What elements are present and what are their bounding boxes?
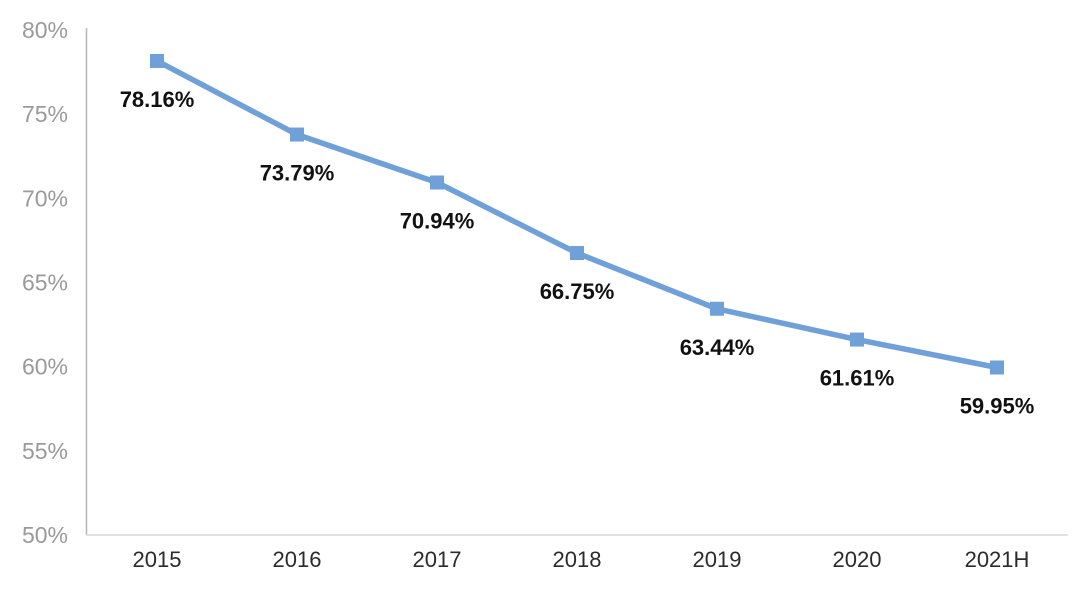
data-labels: 78.16% 73.79% 70.94% 66.75% 63.44% 61.61% 59.9… — [120, 87, 1035, 419]
x-axis-tick-label: 2018 — [553, 547, 602, 572]
y-axis-tick-label: 55% — [22, 438, 68, 464]
y-axis: 80% 75% 70% 65% 60% 55% 50% — [22, 17, 88, 548]
x-axis-tick-label: 2020 — [833, 547, 882, 572]
data-label: 63.44% — [680, 335, 755, 360]
data-point-marker — [570, 246, 584, 261]
x-axis-tick-label: 2016 — [273, 547, 322, 572]
data-point-marker — [430, 175, 444, 190]
data-point-marker — [150, 53, 164, 68]
x-axis-tick-label: 2021H — [965, 547, 1030, 572]
data-label: 78.16% — [120, 87, 195, 112]
data-label: 61.61% — [820, 366, 895, 391]
data-point-marker — [990, 360, 1004, 375]
y-axis-tick-label: 70% — [22, 185, 68, 211]
data-point-marker — [850, 332, 864, 347]
data-label: 66.75% — [540, 279, 615, 304]
series-line — [154, 58, 1000, 371]
data-point-marker — [710, 301, 724, 316]
data-point-markers — [150, 53, 1004, 375]
data-label: 73.79% — [260, 161, 335, 186]
y-axis-tick-label: 65% — [22, 270, 68, 296]
y-axis-tick-label: 80% — [22, 17, 68, 43]
series-polyline — [154, 58, 1000, 371]
data-label: 70.94% — [400, 209, 475, 234]
x-axis: 2015 2016 2017 2018 2019 2020 2021H — [86, 534, 1068, 572]
x-axis-tick-label: 2017 — [413, 547, 462, 572]
y-axis-tick-label: 75% — [22, 101, 68, 127]
data-point-marker — [290, 127, 304, 142]
x-axis-tick-label: 2019 — [693, 547, 742, 572]
x-axis-tick-label: 2015 — [133, 547, 182, 572]
y-axis-tick-label: 60% — [22, 354, 68, 380]
data-label: 59.95% — [960, 394, 1035, 419]
y-axis-tick-label: 50% — [22, 522, 68, 548]
